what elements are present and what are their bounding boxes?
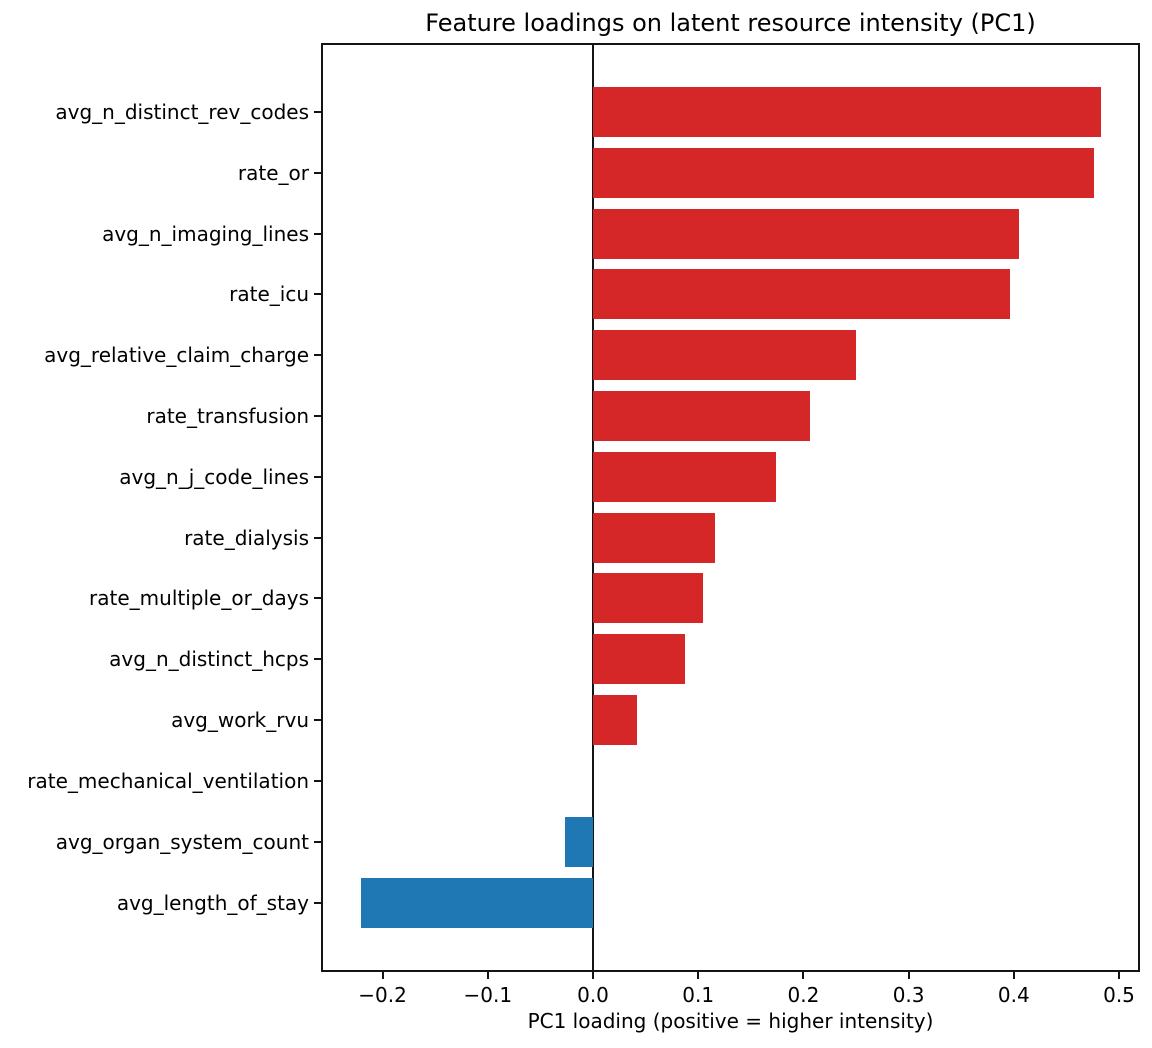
bar-avg_n_imaging_lines (593, 208, 1020, 259)
bar-avg_n_j_code_lines (593, 451, 777, 502)
x-tick-mark (1118, 972, 1120, 979)
x-tick-mark (907, 972, 910, 979)
y-tick-label-rate_transfusion: rate_transfusion (146, 404, 309, 429)
y-tick-mark (314, 415, 321, 418)
bar-rate_icu (593, 269, 1010, 320)
y-tick-mark (314, 354, 321, 357)
y-tick-label-rate_icu: rate_icu (229, 282, 309, 307)
bar-rate_multiple_or_days (593, 573, 704, 624)
x-tick-label: 0.5 (1103, 983, 1135, 1007)
x-tick-label: −0.2 (358, 983, 407, 1007)
zero-axis-line (592, 45, 594, 970)
x-tick-mark (486, 972, 489, 979)
y-tick-label-avg_n_distinct_hcps: avg_n_distinct_hcps (109, 647, 309, 672)
y-tick-mark (314, 232, 321, 235)
y-tick-mark (314, 536, 321, 539)
y-tick-label-rate_or: rate_or (237, 160, 309, 185)
bar-rate_dialysis (593, 512, 716, 563)
x-tick-label: 0.2 (787, 983, 820, 1007)
bar-rate_or (593, 147, 1094, 198)
x-axis-label: PC1 loading (positive = higher intensity… (527, 1009, 934, 1033)
x-tick-mark (697, 972, 700, 979)
bar-rate_transfusion (593, 391, 810, 442)
y-tick-mark (314, 840, 321, 843)
y-tick-mark (314, 171, 321, 174)
y-tick-label-rate_dialysis: rate_dialysis (184, 525, 309, 550)
y-tick-label-avg_length_of_stay: avg_length_of_stay (116, 890, 309, 915)
y-tick-label-avg_relative_claim_charge: avg_relative_claim_charge (44, 343, 309, 368)
x-tick-mark (802, 972, 805, 979)
x-tick-label: 0.1 (682, 983, 715, 1007)
chart-title: Feature loadings on latent resource inte… (425, 9, 1036, 37)
x-tick-label: −0.1 (463, 983, 513, 1007)
bar-avg_relative_claim_charge (593, 330, 856, 381)
plot-area (321, 43, 1140, 972)
y-tick-label-avg_work_rvu: avg_work_rvu (171, 708, 309, 733)
x-tick-mark (1012, 972, 1015, 979)
y-tick-label-avg_n_imaging_lines: avg_n_imaging_lines (102, 221, 309, 246)
y-tick-mark (314, 597, 321, 600)
y-tick-mark (314, 658, 321, 661)
x-tick-mark (592, 972, 594, 979)
y-tick-label-avg_n_distinct_rev_codes: avg_n_distinct_rev_codes (55, 100, 309, 124)
bar-avg_n_distinct_rev_codes (593, 87, 1102, 137)
x-tick-label: 0.3 (892, 983, 925, 1007)
y-tick-label-rate_multiple_or_days: rate_multiple_or_days (89, 586, 309, 611)
bar-avg_work_rvu (593, 695, 638, 746)
y-tick-label-avg_organ_system_count: avg_organ_system_count (55, 829, 309, 854)
y-tick-mark (314, 111, 321, 113)
x-tick-mark (381, 972, 384, 979)
y-tick-mark (314, 779, 321, 782)
y-tick-mark (314, 901, 321, 904)
y-tick-label-rate_mechanical_ventilation: rate_mechanical_ventilation (27, 768, 309, 793)
bar-avg_length_of_stay (360, 877, 593, 928)
bar-avg_organ_system_count (564, 816, 593, 867)
bar-avg_n_distinct_hcps (593, 634, 685, 685)
y-tick-mark (314, 719, 321, 722)
y-tick-mark (314, 475, 321, 478)
x-tick-label: 0.0 (577, 983, 609, 1007)
y-tick-mark (314, 293, 321, 296)
y-tick-label-avg_n_j_code_lines: avg_n_j_code_lines (119, 464, 309, 489)
x-tick-label: 0.4 (997, 983, 1030, 1007)
